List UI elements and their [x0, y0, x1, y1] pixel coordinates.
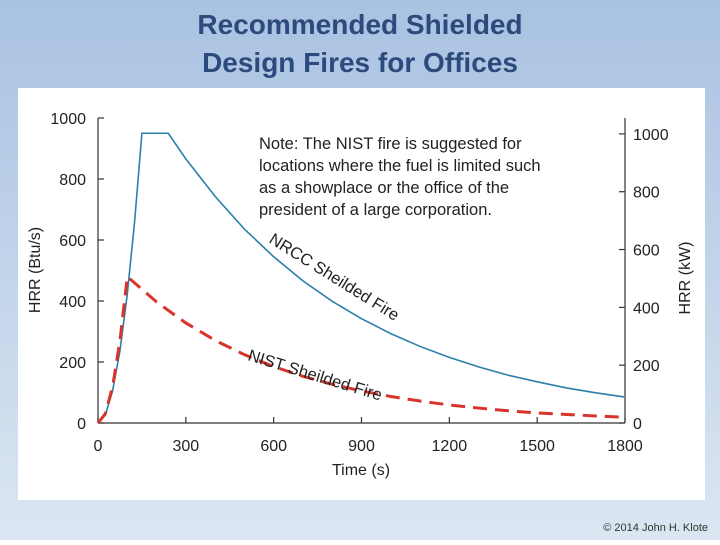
x-tick-label: 1800	[607, 438, 643, 455]
y-tick-label: 1000	[50, 111, 86, 128]
note: Note: The NIST fire is suggested for	[259, 135, 522, 153]
x-tick-label: 1200	[432, 438, 468, 455]
data-line	[97, 132, 626, 424]
copyright: © 2014 John H. Klote	[603, 522, 708, 534]
y-axis-label: HRR (Btu/s)	[27, 227, 44, 313]
note: locations where the fuel is limited such	[259, 157, 541, 175]
y2-tick-label: 1000	[633, 127, 669, 144]
data-line	[96, 273, 626, 424]
chart-title: Recommended Shielded	[197, 9, 522, 40]
chart-title: Design Fires for Offices	[202, 47, 518, 78]
y2-axis-label: HRR (kW)	[677, 242, 694, 315]
chart-panel	[18, 88, 705, 500]
note: as a showplace or the office of the	[259, 179, 509, 197]
x-tick-label: 1500	[519, 438, 555, 455]
x-axis-label: Time (s)	[332, 462, 390, 479]
y-tick-label: 400	[59, 294, 86, 311]
x-tick-label: 900	[348, 438, 375, 455]
x-tick-label: 0	[94, 438, 103, 455]
y2-tick-label: 400	[633, 300, 660, 317]
y-tick-label: 800	[59, 172, 86, 189]
y2-tick-label: 800	[633, 185, 660, 202]
x-tick-label: 300	[172, 438, 199, 455]
note: president of a large corporation.	[259, 201, 492, 219]
y-tick-label: 0	[77, 416, 86, 433]
y2-tick-label: 200	[633, 358, 660, 375]
y2-tick-label: 600	[633, 243, 660, 260]
y2-tick-label: 0	[633, 416, 642, 433]
y-tick-label: 200	[59, 355, 86, 372]
y-tick-label: 600	[59, 233, 86, 250]
x-tick-label: 600	[260, 438, 287, 455]
